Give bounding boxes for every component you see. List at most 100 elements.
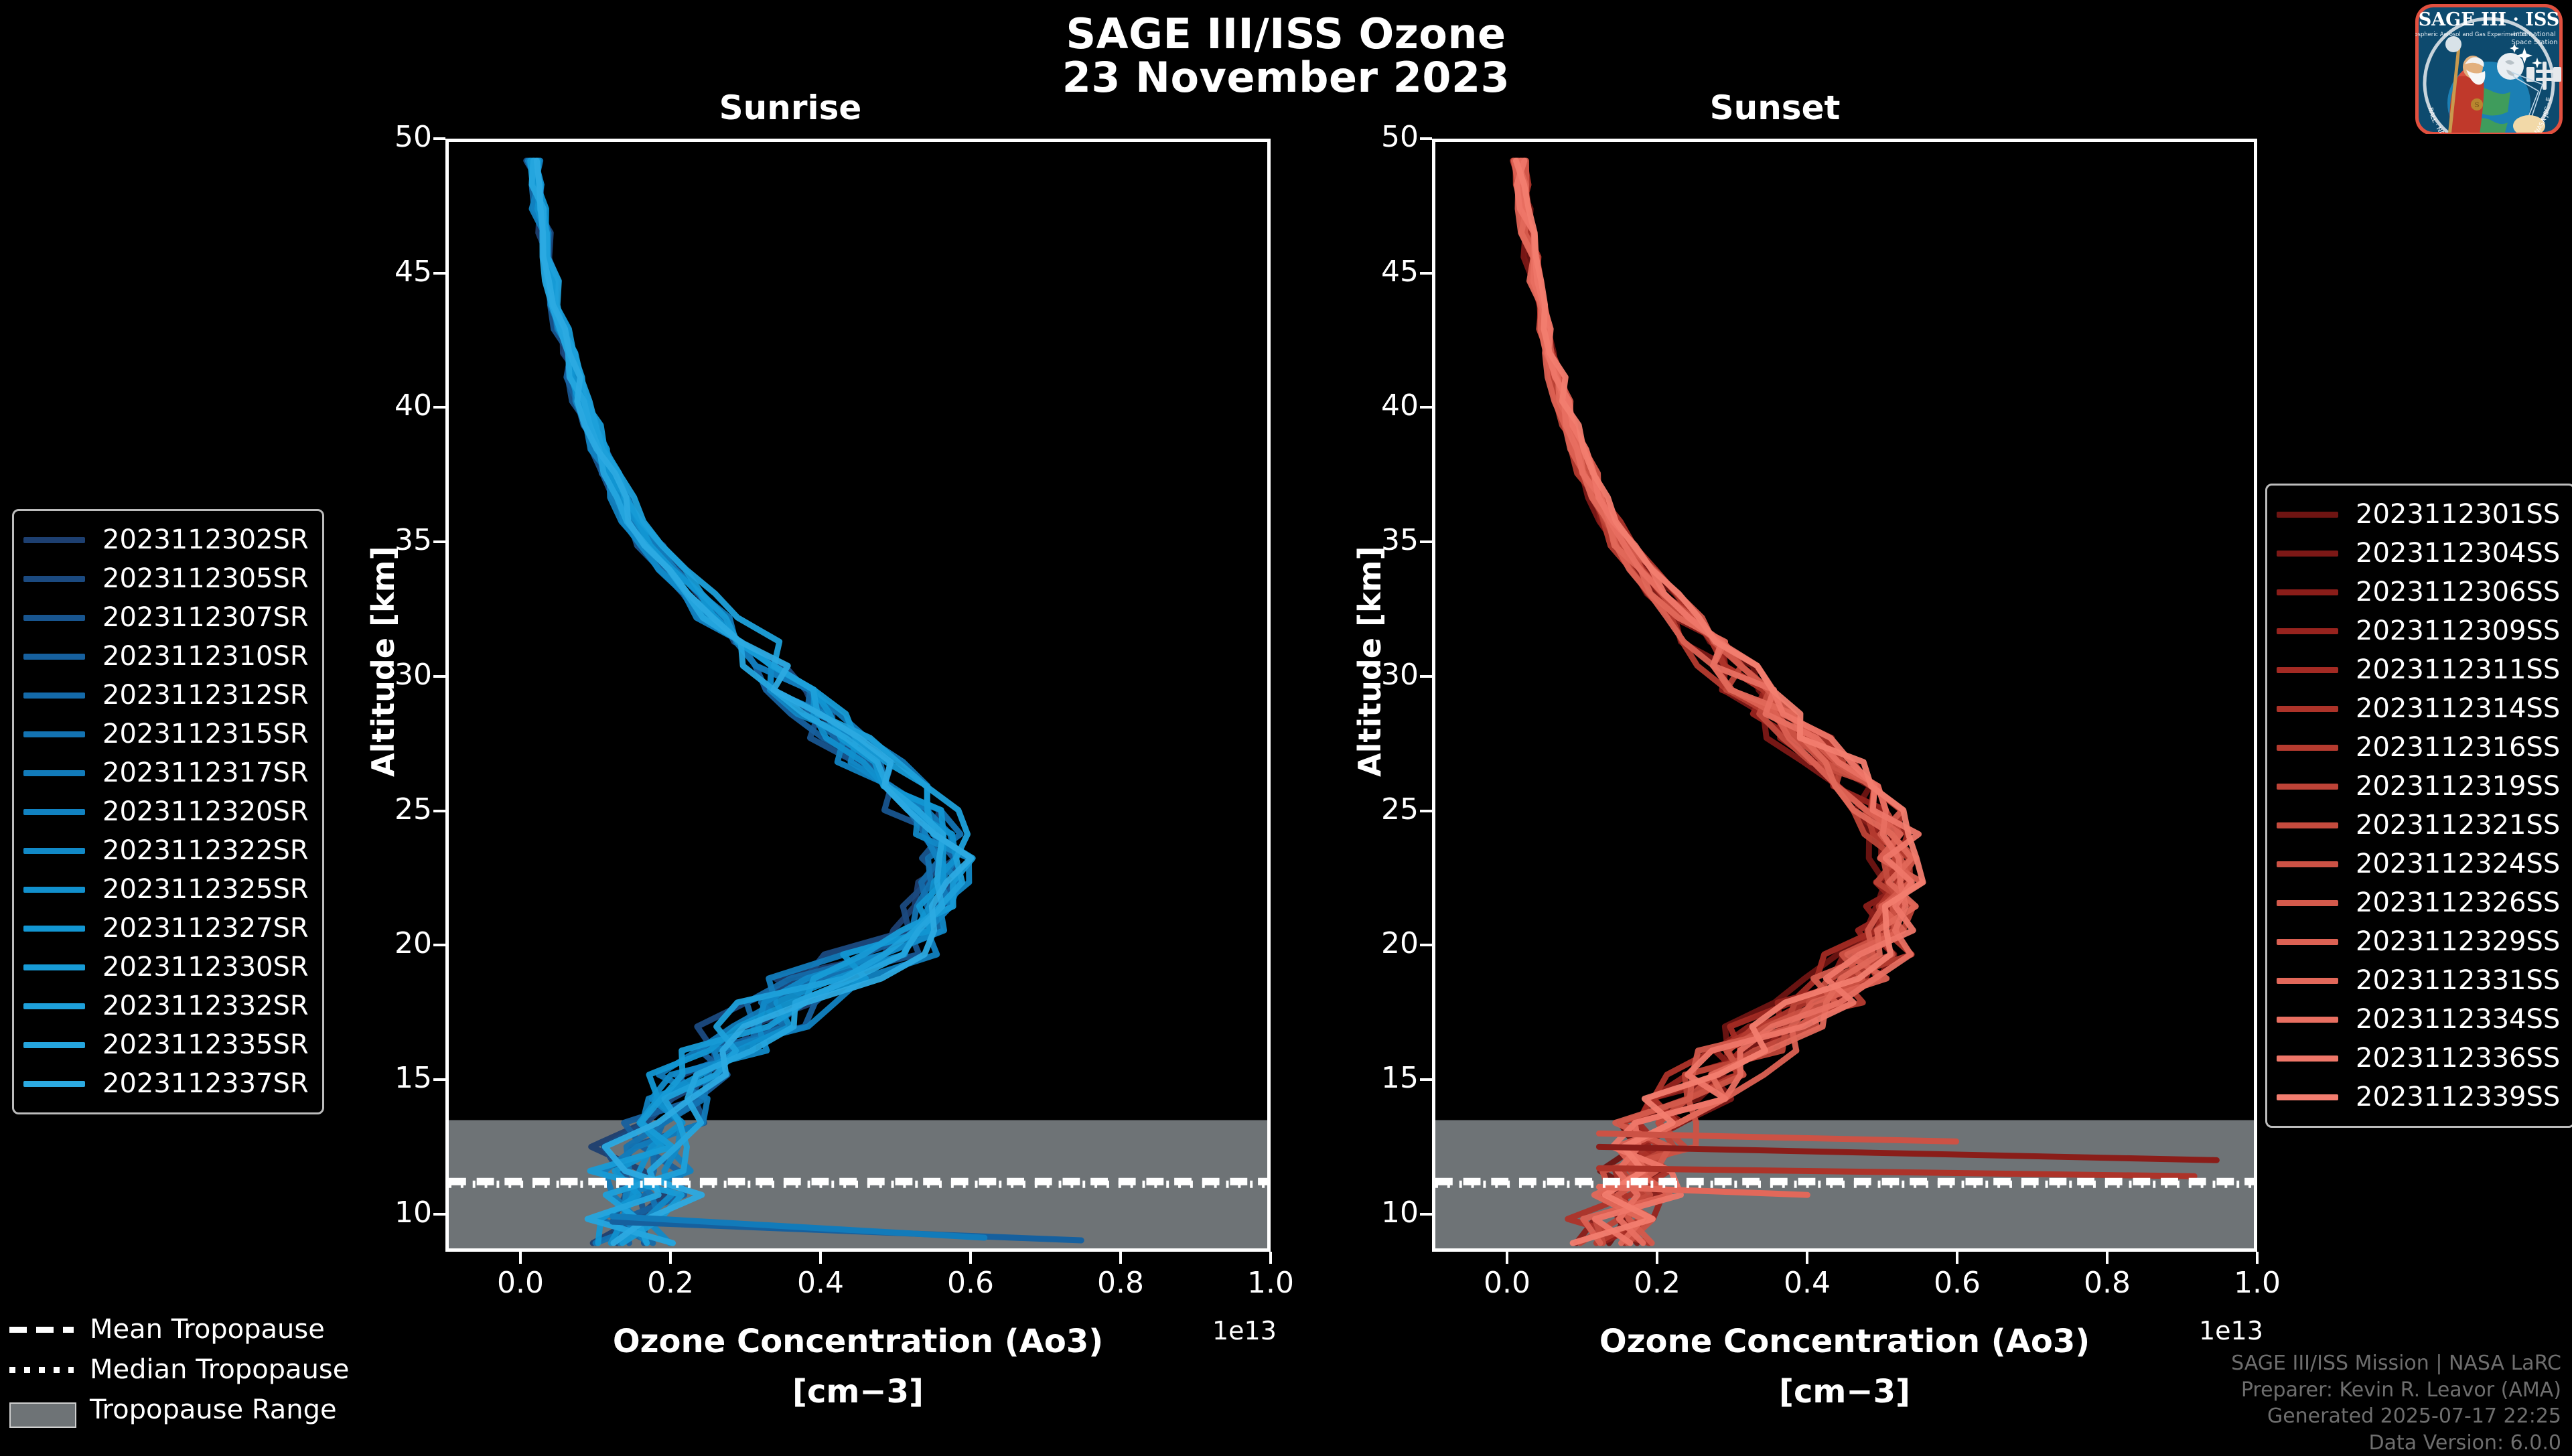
legend-sunrise-item[interactable]: 2023112310SR [23,637,309,676]
y-tick-label: 30 [395,657,432,692]
y-tick-mark [433,406,445,409]
title-line-2: 23 November 2023 [1062,53,1510,102]
legend-label: 2023112309SS [2356,615,2561,646]
legend-sunrise-item[interactable]: 2023112330SR [23,948,309,987]
legend-sunrise-item[interactable]: 2023112307SR [23,598,309,637]
sage-iii-iss-mission-patch-logo: S SAGE III · ISS Stratospheric Aerosol a… [2411,3,2567,134]
legend-item-tropopause-range: Tropopause Range [9,1390,349,1430]
ozone-profile-line [1514,157,1919,1246]
legend-color-swatch [23,770,85,776]
legend-color-swatch [2277,705,2338,712]
y-tick-mark [433,137,445,140]
legend-sunset-item[interactable]: 2023112336SS [2277,1039,2560,1078]
legend-sunrise-item[interactable]: 2023112322SR [23,831,309,870]
x-axis-exponent-right: 1e13 [2199,1316,2263,1345]
legend-color-swatch [2277,1094,2338,1100]
legend-sunset-item[interactable]: 2023112319SS [2277,767,2560,806]
legend-sunset-item[interactable]: 2023112311SS [2277,650,2560,689]
legend-label: 2023112334SS [2356,1004,2561,1035]
legend-sunset-item[interactable]: 2023112301SS [2277,495,2560,534]
legend-sunrise-item[interactable]: 2023112332SR [23,987,309,1025]
ozone-profile-outlier-tail [609,1213,988,1241]
ozone-profile-line [533,157,943,1246]
legend-color-swatch [23,731,85,737]
legend-color-swatch [23,1041,85,1048]
y-tick-label: 20 [395,926,432,961]
legend-color-swatch [2277,977,2338,984]
y-tick-label: 45 [1381,254,1419,289]
legend-sunrise-item[interactable]: 2023112317SR [23,753,309,792]
legend-color-swatch [23,925,85,932]
legend-sunset-item[interactable]: 2023112339SS [2277,1078,2560,1116]
legend-color-swatch [2277,861,2338,867]
legend-sunrise-item[interactable]: 2023112327SR [23,909,309,948]
legend-sunset-item[interactable]: 2023112324SS [2277,845,2560,883]
legend-color-swatch [2277,938,2338,945]
credit-line-4: Data Version: 6.0.0 [2368,1431,2561,1455]
y-tick-mark [1420,674,1432,678]
x-tick-label: 0.4 [1784,1266,1831,1300]
legend-label: 2023112315SR [102,719,309,749]
legend-label: 2023112337SR [102,1068,309,1099]
legend-color-swatch [23,536,85,543]
ozone-profile-line [523,157,951,1246]
legend-sunrise-item[interactable]: 2023112315SR [23,715,309,753]
ozone-profile-line [526,157,960,1246]
chart-title: SAGE III/ISS Ozone 23 November 2023 [0,12,2572,99]
y-tick-mark [1420,1212,1432,1216]
legend-sunset-item[interactable]: 2023112321SS [2277,806,2560,845]
x-tick-label: 1.0 [2234,1266,2281,1300]
x-tick-mark [519,1252,522,1264]
x-tick-mark [969,1252,972,1264]
y-tick-mark [1420,271,1432,275]
legend-color-swatch [23,886,85,893]
legend-sunset-item[interactable]: 2023112331SS [2277,961,2560,1000]
legend-sunrise-item[interactable]: 2023112305SR [23,559,309,598]
sunrise-profiles-svg [449,157,1267,1248]
legend-color-swatch [23,1003,85,1009]
y-tick-mark [433,1078,445,1082]
legend-color-swatch [2277,822,2338,828]
legend-sunrise-item[interactable]: 2023112312SR [23,676,309,715]
legend-label-median-tropopause: Median Tropopause [90,1354,350,1385]
logo-svg: S SAGE III · ISS Stratospheric Aerosol a… [2415,4,2563,134]
legend-label: 2023112339SS [2356,1082,2561,1112]
y-tick-label: 50 [1381,120,1419,154]
ozone-profile-line [528,157,944,1246]
legend-sunrise-item[interactable]: 2023112302SR [23,520,309,559]
x-tick-label: 0.2 [647,1266,694,1300]
legend-color-swatch [2277,628,2338,634]
legend-color-swatch [23,575,85,582]
y-tick-mark [433,1212,445,1216]
legend-sunset-item[interactable]: 2023112316SS [2277,728,2560,767]
sunset-profiles-svg [1435,157,2254,1248]
legend-label: 2023112304SS [2356,538,2561,569]
legend-sunset-item[interactable]: 2023112304SS [2277,534,2560,573]
legend-sunset-item[interactable]: 2023112309SS [2277,611,2560,650]
ozone-profile-line [532,157,960,1246]
panel-title-sunrise: Sunrise [719,88,862,127]
legend-color-swatch [2277,589,2338,595]
legend-sunrise-item[interactable]: 2023112320SR [23,792,309,831]
y-tick-label: 20 [1381,926,1419,961]
legend-label: 2023112322SR [102,835,309,866]
legend-sunset-item[interactable]: 2023112326SS [2277,883,2560,922]
legend-sunset-item[interactable]: 2023112329SS [2277,922,2560,961]
legend-sunrise-item[interactable]: 2023112325SR [23,870,309,909]
legend-sunrise-item[interactable]: 2023112337SR [23,1064,309,1103]
ozone-profile-line [534,157,947,1246]
legend-label: 2023112314SS [2356,693,2561,724]
legend-sunset-item[interactable]: 2023112314SS [2277,689,2560,728]
x-tick-label: 0.0 [1484,1266,1530,1300]
legend-sunrise-item[interactable]: 2023112335SR [23,1025,309,1064]
legend-label: 2023112302SR [102,524,309,555]
x-tick-label: 0.8 [2084,1266,2131,1300]
legend-label: 2023112316SS [2356,732,2561,763]
y-tick-mark [433,271,445,275]
legend-label: 2023112311SS [2356,654,2561,685]
legend-sunset-item[interactable]: 2023112334SS [2277,1000,2560,1039]
legend-sunset-item[interactable]: 2023112306SS [2277,573,2560,611]
legend-label: 2023112307SR [102,602,309,633]
x-tick-mark [819,1252,822,1264]
legend-label: 2023112321SS [2356,810,2561,841]
